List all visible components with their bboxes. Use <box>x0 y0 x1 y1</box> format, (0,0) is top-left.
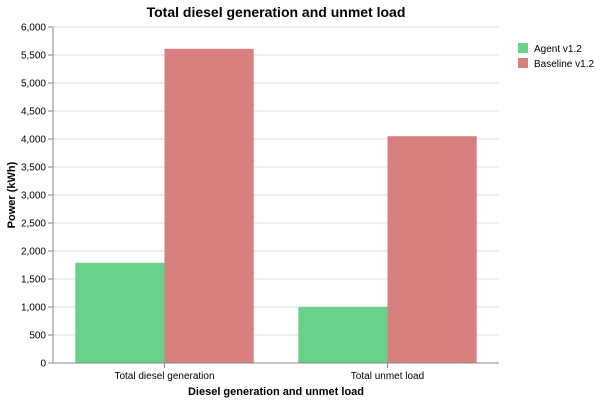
y-tick-label: 2,500 <box>21 219 46 230</box>
y-tick-label: 4,000 <box>21 135 46 146</box>
x-tick-label: Total diesel generation <box>114 371 214 382</box>
y-tick-label: 0 <box>40 359 46 370</box>
legend-label: Baseline v1.2 <box>534 59 594 70</box>
bars <box>75 48 477 364</box>
bar-baseline-v1-2-0[interactable] <box>164 48 254 364</box>
y-tick-label: 3,500 <box>21 163 46 174</box>
y-tick-label: 1,500 <box>21 275 46 286</box>
bar-baseline-v1-2-1[interactable] <box>387 136 477 363</box>
y-axis-label: Power (kWh) <box>6 161 18 228</box>
y-tick-label: 500 <box>29 331 46 342</box>
legend: Agent v1.2 Baseline v1.2 <box>518 43 594 70</box>
chart-title: Total diesel generation and unmet load <box>147 4 406 20</box>
y-tick-label: 5,000 <box>21 79 46 90</box>
legend-swatch <box>518 58 528 68</box>
legend-label: Agent v1.2 <box>534 44 582 55</box>
y-tick-label: 6,000 <box>21 23 46 34</box>
bar-agent-v1-2-0[interactable] <box>75 262 165 363</box>
bar-agent-v1-2-1[interactable] <box>298 307 388 363</box>
y-tick-label: 3,000 <box>21 191 46 202</box>
y-tick-label: 1,000 <box>21 303 46 314</box>
x-tick-label: Total unmet load <box>351 371 424 382</box>
y-tick-label: 5,500 <box>21 51 46 62</box>
y-tick-label: 2,000 <box>21 247 46 258</box>
legend-swatch <box>518 43 528 53</box>
x-axis-label: Diesel generation and unmet load <box>188 386 364 398</box>
y-axis: 0 500 1,000 1,500 2,000 2,500 3,000 3,500 4,000 4… <box>21 23 54 370</box>
y-tick-label: 4,500 <box>21 107 46 118</box>
x-axis: Total diesel generation Total unmet load <box>53 362 499 382</box>
